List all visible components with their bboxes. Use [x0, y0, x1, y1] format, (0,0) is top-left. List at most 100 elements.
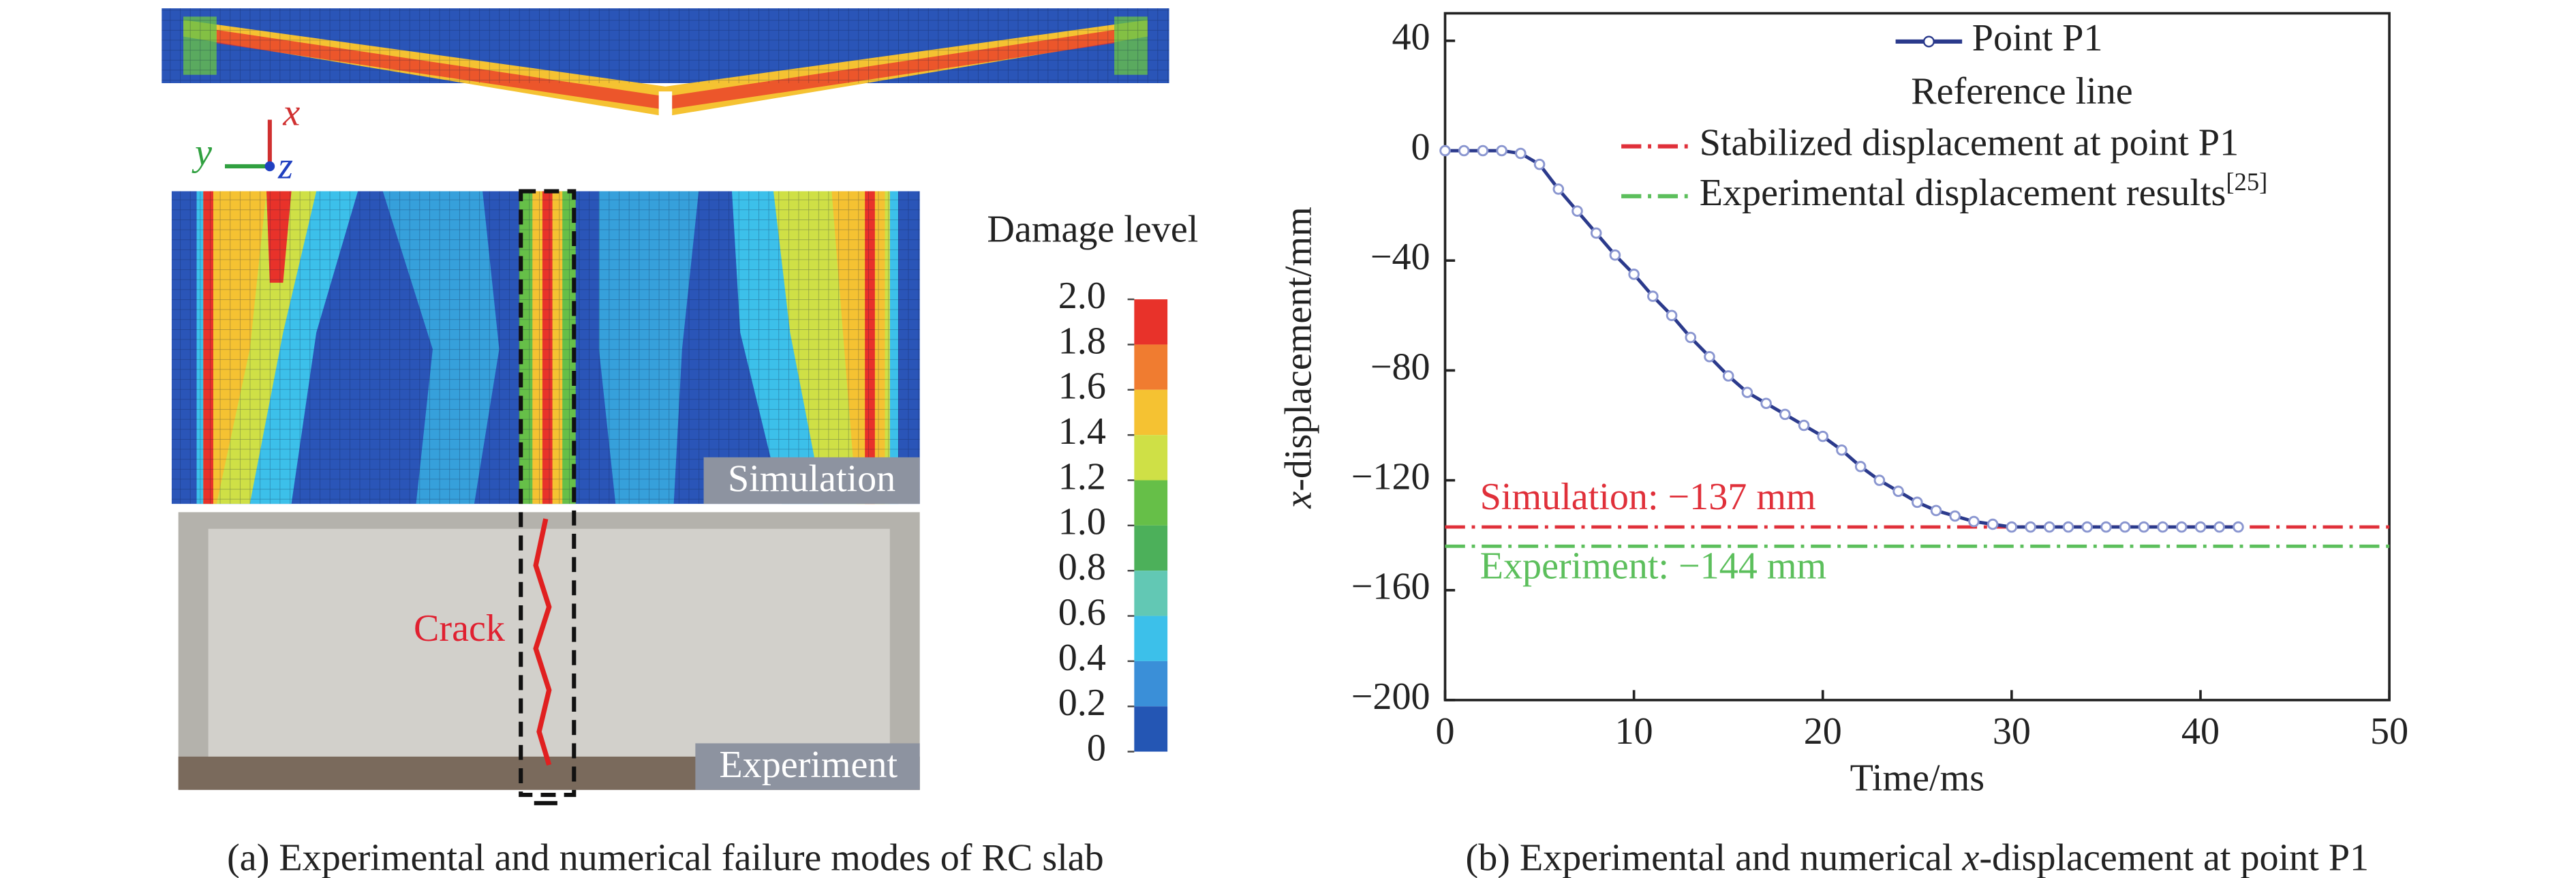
legend-marker: [1922, 35, 1935, 48]
highlight-box: [519, 189, 577, 798]
data-point: [2175, 521, 2188, 533]
legend-text: Stabilized displacement at point P1: [1700, 122, 2239, 164]
x-tick-label: 30: [1993, 710, 2031, 753]
data-point: [1590, 227, 1602, 239]
data-point: [1836, 444, 1847, 456]
data-point: [2194, 521, 2207, 533]
colorbar-tick-label: 0.8: [1058, 546, 1106, 588]
caption-b: (b) Experimental and numerical x-displac…: [1466, 836, 2370, 878]
legend-entry: Stabilized displacement at point P1: [1700, 122, 2239, 164]
plot-frame: [1443, 12, 2391, 701]
colorbar-segment: [1134, 616, 1168, 661]
data-point: [1533, 158, 1546, 170]
beam-view: [162, 8, 1169, 125]
y-tick-label: −40: [1370, 236, 1430, 278]
data-point: [1968, 515, 1980, 528]
legend-heading: Reference line: [1911, 70, 2132, 112]
data-point: [1949, 510, 1961, 522]
colorbar-tick-label: 1.6: [1058, 365, 1106, 408]
data-point: [2081, 521, 2094, 533]
data-point: [1912, 496, 1923, 509]
data-point: [1477, 145, 1489, 157]
data-point: [2025, 521, 2036, 533]
colorbar-tick-label: 0.6: [1058, 591, 1106, 633]
crack-label: Crack: [414, 607, 506, 650]
data-point: [1854, 461, 1867, 472]
colorbar-tick-label: 1.8: [1058, 320, 1106, 362]
data-point: [1496, 145, 1507, 157]
colorbar-tick-label: 0: [1087, 727, 1106, 769]
data-point: [1666, 309, 1678, 322]
data-point: [1892, 485, 1904, 498]
data-point: [1987, 518, 1999, 530]
data-point: [1609, 249, 1621, 261]
data-point: [1873, 474, 1886, 486]
colorbar-title: Damage level: [987, 208, 1198, 250]
data-point: [1930, 504, 1942, 517]
caption-text: (b) Experimental and numerical: [1466, 836, 1963, 878]
legend-entry: Point P1: [1972, 17, 2103, 59]
x-tick-label: 40: [2181, 710, 2220, 753]
experiment-image: Experiment Crack: [178, 512, 920, 790]
colorbar-segment: [1134, 571, 1168, 616]
y-axis-label-part: x: [1278, 491, 1320, 509]
x-tick-label: 0: [1435, 710, 1454, 753]
data-point: [1722, 370, 1734, 382]
data-point: [1798, 419, 1810, 432]
colorbar-tick-label: 1.0: [1058, 501, 1106, 543]
y-axis-label: x-displacement/mm: [1278, 207, 1320, 509]
data-point: [2213, 521, 2225, 533]
y-axis-label-part: -displacement/mm: [1278, 207, 1320, 491]
data-point: [2062, 521, 2074, 533]
y-tick-label: −200: [1351, 676, 1430, 718]
reference-annotation: Simulation: −137 mm: [1480, 476, 1816, 518]
axis-x-label: x: [282, 92, 300, 134]
data-point: [1628, 269, 1640, 280]
data-point: [2006, 521, 2018, 533]
data-point: [2043, 521, 2055, 533]
data-point: [1515, 147, 1527, 160]
colorbar-segment: [1134, 299, 1168, 345]
colorbar-segment: [1134, 435, 1168, 481]
data-point: [1704, 350, 1715, 363]
simulation-image: Simulation: [171, 191, 920, 504]
data-point: [1741, 387, 1753, 398]
axis-y-label: y: [191, 132, 212, 174]
simulation-label: Simulation: [728, 457, 895, 500]
data-point: [1571, 205, 1583, 217]
colorbar-segment: [1134, 661, 1168, 707]
data-point: [2157, 521, 2168, 533]
y-tick-label: −160: [1351, 566, 1430, 608]
colorbar-tick-label: 0.4: [1058, 637, 1106, 679]
colorbar-segment: [1134, 525, 1168, 571]
data-point: [1439, 145, 1451, 157]
data-point: [2100, 521, 2112, 533]
axis-z-label: z: [277, 145, 293, 187]
data-point: [1779, 408, 1791, 421]
experiment-label: Experiment: [719, 744, 898, 786]
colorbar-segment: [1134, 480, 1168, 526]
data-point: [1817, 430, 1829, 442]
data-point: [1552, 183, 1565, 195]
y-tick-label: 40: [1392, 16, 1430, 59]
data-point: [2233, 521, 2244, 533]
data-point: [1647, 290, 1659, 302]
axis-triad: x y z: [191, 92, 300, 187]
caption-text: -displacement at point P1: [1979, 836, 2369, 878]
x-tick-label: 20: [1804, 710, 1842, 753]
caption-a: (a) Experimental and numerical failure m…: [227, 836, 1104, 878]
data-point: [2119, 521, 2131, 533]
colorbar-segment: [1134, 389, 1168, 436]
y-tick-label: −80: [1370, 346, 1430, 388]
data-point: [1458, 145, 1470, 157]
x-axis-label: Time/ms: [1850, 757, 1984, 799]
legend-entry: Experimental displacement results[25]: [1700, 168, 2268, 214]
x-tick-label: 50: [2370, 710, 2408, 753]
colorbar-tick-label: 1.4: [1058, 410, 1106, 453]
legend-citation: [25]: [2226, 168, 2267, 196]
colorbar-segment: [1134, 706, 1168, 752]
caption-text: x: [1961, 836, 1979, 878]
legend-text: Experimental displacement results: [1700, 172, 2226, 214]
reference-annotation: Experiment: −144 mm: [1480, 545, 1826, 587]
